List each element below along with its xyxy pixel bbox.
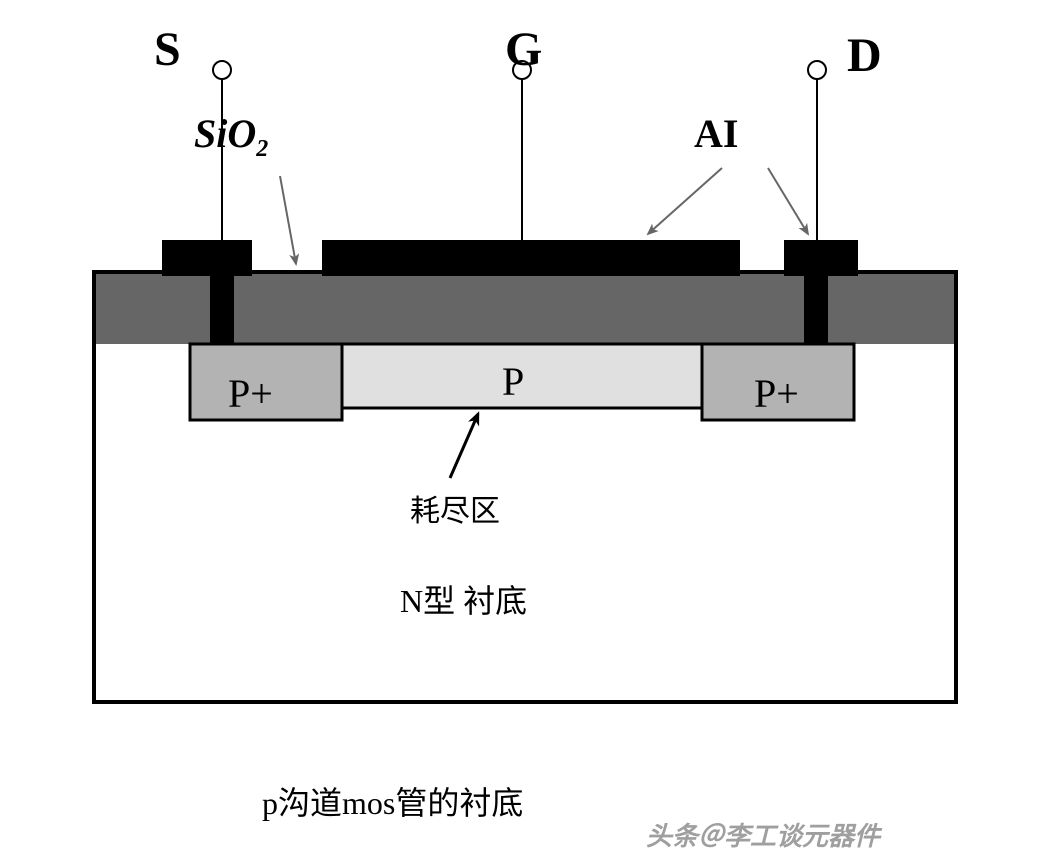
drain-pplus-label: P+ bbox=[754, 370, 799, 417]
drain-via bbox=[804, 240, 828, 344]
sio2-label: SiO2 bbox=[194, 110, 268, 163]
diagram-svg bbox=[0, 0, 1044, 868]
al-arrow-right bbox=[768, 168, 808, 234]
caption: p沟道mos管的衬底 bbox=[262, 778, 523, 824]
drain-terminal-circle bbox=[808, 61, 826, 79]
source-label: S bbox=[154, 22, 181, 77]
source-metal bbox=[162, 240, 252, 276]
channel-p-label: P bbox=[502, 358, 524, 405]
al-arrow-left bbox=[648, 168, 722, 234]
substrate-label: N型 衬底 bbox=[400, 576, 527, 622]
sio2-arrow bbox=[280, 176, 296, 264]
gate-metal bbox=[322, 240, 740, 276]
gate-label: G bbox=[505, 22, 542, 77]
sio2-text: SiO bbox=[194, 111, 256, 156]
sio2-sub: 2 bbox=[256, 136, 268, 162]
watermark: 头条＠李工谈元器件 bbox=[646, 816, 880, 853]
al-label: AI bbox=[694, 110, 738, 157]
drain-label: D bbox=[847, 28, 882, 83]
source-via bbox=[210, 240, 234, 344]
depletion-label: 耗尽区 bbox=[410, 486, 500, 530]
source-terminal-circle bbox=[213, 61, 231, 79]
mosfet-diagram: S G D SiO2 AI P+ P P+ 耗尽区 N型 衬底 p沟道mos管的… bbox=[0, 0, 1044, 868]
source-pplus-label: P+ bbox=[228, 370, 273, 417]
